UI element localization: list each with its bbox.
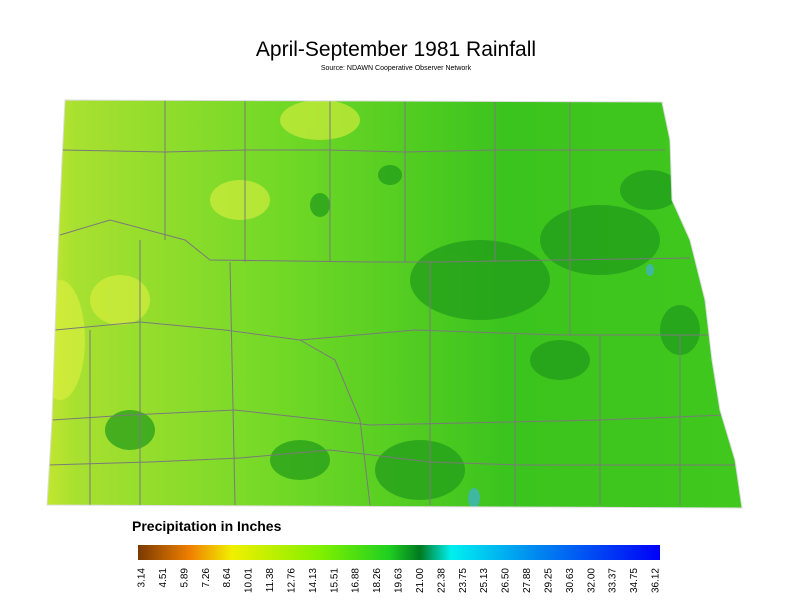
legend-label: 4.51 (158, 568, 169, 588)
rainfall-map (47, 100, 742, 508)
legend-label: 36.12 (651, 568, 662, 593)
legend-label: 16.88 (351, 568, 362, 593)
legend-label: 12.76 (286, 568, 297, 593)
wet-spot (468, 488, 480, 508)
wet-spot (646, 264, 654, 276)
title: April-September 1981 Rainfall (256, 38, 536, 61)
legend-label: 15.51 (329, 568, 340, 593)
legend-label: 18.26 (372, 568, 383, 593)
legend-label: 27.88 (522, 568, 533, 593)
legend-label: 34.75 (629, 568, 640, 593)
legend-labels: 3.14 4.51 5.89 7.26 8.64 10.01 11.38 12.76 14.13… (137, 568, 662, 593)
legend-title: Precipitation in Inches (132, 518, 282, 534)
legend-label: 3.14 (137, 568, 148, 588)
legend-label: 7.26 (201, 568, 212, 588)
legend-label: 23.75 (458, 568, 469, 593)
legend-label: 25.13 (479, 568, 490, 593)
legend-label: 19.63 (394, 568, 405, 593)
legend-label: 29.25 (543, 568, 554, 593)
legend-label: 26.50 (501, 568, 512, 593)
color-bar (138, 545, 660, 560)
source: Source: NDAWN Cooperative Observer Netwo… (321, 65, 472, 72)
legend-label: 8.64 (222, 568, 233, 588)
legend-label: 30.63 (565, 568, 576, 593)
legend-label: 32.00 (586, 568, 597, 593)
state-outline (46, 99, 743, 509)
legend-label: 10.01 (244, 568, 255, 593)
legend-label: 22.38 (436, 568, 447, 593)
legend-label: 14.13 (308, 568, 319, 593)
legend-label: 11.38 (265, 568, 276, 593)
county-lines (47, 100, 740, 506)
legend-label: 5.89 (179, 568, 190, 588)
legend-label: 21.00 (415, 568, 426, 593)
legend-label: 33.37 (608, 568, 619, 593)
